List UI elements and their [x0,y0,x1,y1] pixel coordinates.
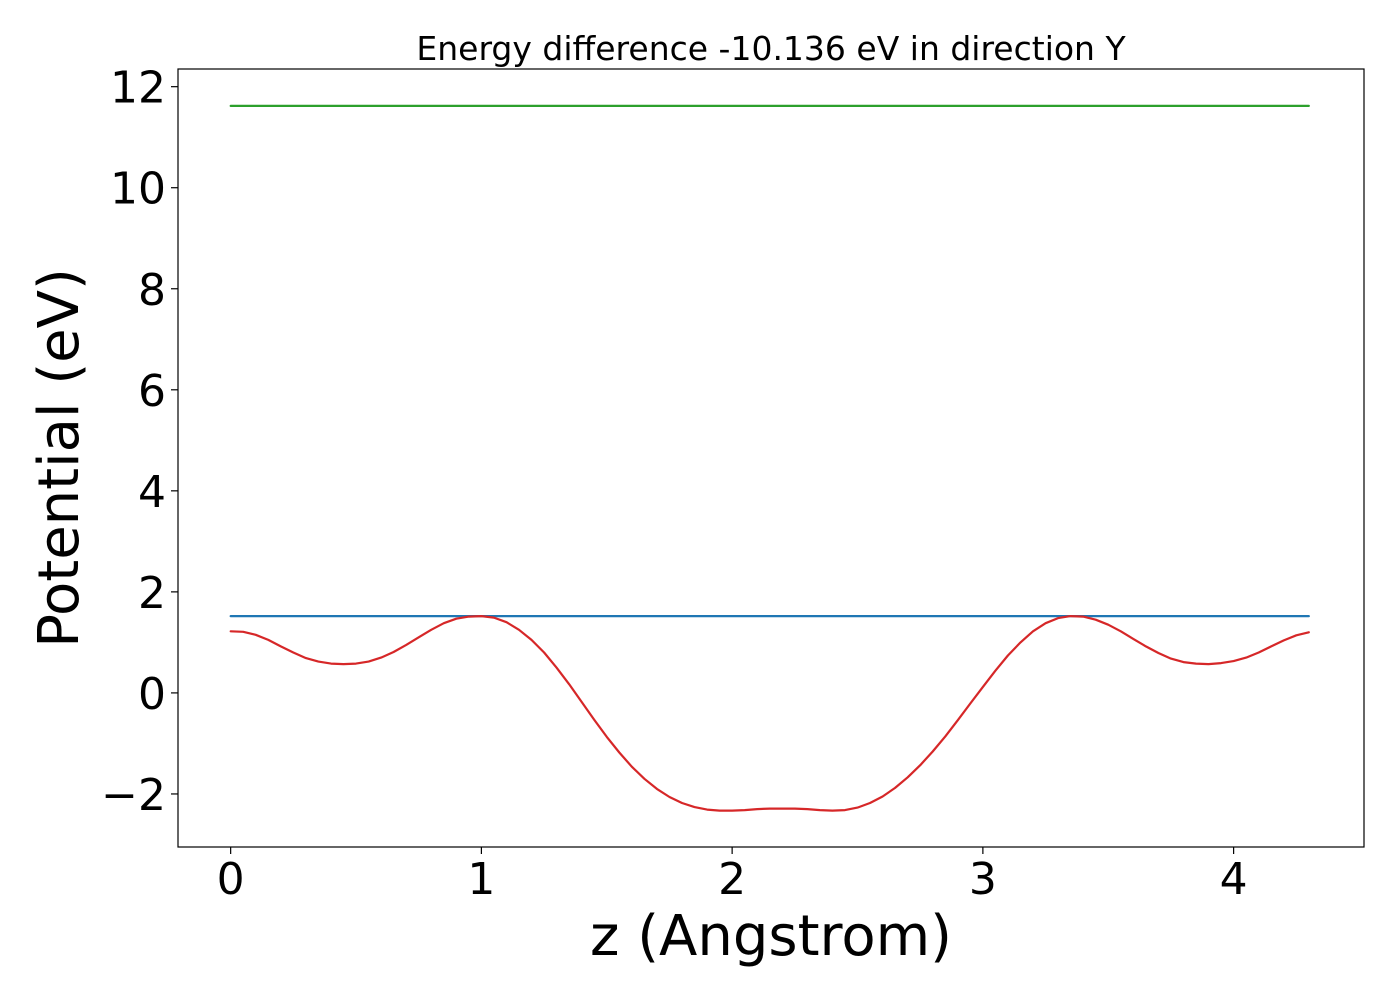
y-tick-label: 0 [138,669,166,720]
series-line-2 [229,615,1310,812]
y-axis: −2 0 2 4 6 8 10 12 [101,63,178,821]
x-axis: 0 1 2 3 4 [217,847,1248,905]
series-layer [229,104,1310,812]
y-tick-label: 4 [138,467,166,518]
x-tick-label: 4 [1220,854,1248,905]
chart-title: Energy difference -10.136 eV in directio… [416,29,1126,68]
x-axis-label: z (Angstrom) [590,904,952,969]
y-tick-label: −2 [101,770,166,821]
y-tick-label: 8 [138,265,166,316]
y-tick-label: 2 [138,568,166,619]
x-tick-label: 0 [217,854,245,905]
y-axis-label: Potential (eV) [27,268,92,648]
y-tick-label: 6 [138,366,166,417]
plot-frame [177,68,1365,848]
x-tick-label: 2 [718,854,746,905]
x-tick-label: 1 [467,854,495,905]
x-tick-label: 3 [969,854,997,905]
y-tick-label: 12 [110,63,166,114]
y-tick-label: 10 [110,164,166,215]
